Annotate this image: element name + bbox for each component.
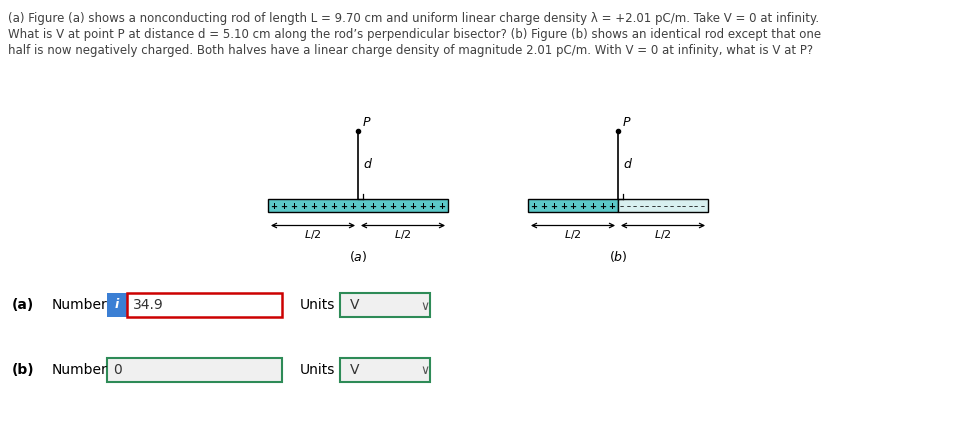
Text: – –: – – [657,202,668,211]
Text: $(b)$: $(b)$ [608,250,627,265]
Text: +: + [359,202,366,211]
Text: $L/2$: $L/2$ [654,228,671,241]
Text: (a) Figure (a) shows a nonconducting rod of length L = 9.70 cm and uniform linea: (a) Figure (a) shows a nonconducting rod… [8,12,819,25]
Bar [107,293,127,317]
Text: i: i [114,298,119,312]
Text: +: + [598,202,605,211]
Text: $L/2$: $L/2$ [304,228,321,241]
Bar [527,199,618,211]
Text: +: + [290,202,297,211]
Text: half is now negatively charged. Both halves have a linear charge density of magn: half is now negatively charged. Both hal… [8,44,812,57]
Text: +: + [389,202,395,211]
Text: Units: Units [299,363,335,377]
Text: +: + [539,202,547,211]
Bar [618,199,707,211]
Text: +: + [378,202,386,211]
Text: +: + [550,202,557,211]
Text: $L/2$: $L/2$ [563,228,581,241]
Text: V: V [350,363,359,377]
Text: +: + [438,202,445,211]
Text: +: + [608,202,615,211]
Text: +: + [409,202,416,211]
Text: +: + [418,202,425,211]
Text: +: + [271,202,277,211]
Text: – –: – – [669,202,680,211]
Text: – –: – – [681,202,693,211]
Text: – –: – – [694,202,705,211]
Text: $(a)$: $(a)$ [349,250,367,265]
Text: +: + [530,202,537,211]
Text: +: + [339,202,346,211]
Text: +: + [330,202,336,211]
Text: +: + [569,202,576,211]
Text: +: + [578,202,586,211]
Text: +: + [280,202,287,211]
Text: +: + [369,202,375,211]
Text: d: d [363,158,371,171]
Bar [268,199,448,211]
Text: +: + [300,202,307,211]
Text: $L/2$: $L/2$ [394,228,412,241]
Bar [339,293,430,317]
Text: ∨: ∨ [419,365,429,377]
Text: +: + [319,202,327,211]
Text: – –: – – [619,202,631,211]
Bar [107,358,282,382]
Bar [339,358,430,382]
Text: P: P [622,116,630,128]
Text: Number: Number [52,298,108,312]
Text: 34.9: 34.9 [132,298,164,312]
Text: +: + [428,202,436,211]
Text: +: + [588,202,596,211]
Text: P: P [363,116,370,128]
Text: +: + [349,202,356,211]
Text: – –: – – [644,202,656,211]
Text: Units: Units [299,298,335,312]
Text: ∨: ∨ [419,300,429,312]
Text: V: V [350,298,359,312]
Text: What is V at point P at distance d = 5.10 cm along the rod’s perpendicular bisec: What is V at point P at distance d = 5.1… [8,28,821,41]
Text: +: + [559,202,566,211]
Text: – –: – – [632,202,643,211]
Bar [127,293,282,317]
Text: Number: Number [52,363,108,377]
Text: +: + [398,202,406,211]
Text: d: d [622,158,630,171]
Text: +: + [310,202,316,211]
Text: 0: 0 [112,363,122,377]
Text: (a): (a) [12,298,34,312]
Text: (b): (b) [12,363,34,377]
